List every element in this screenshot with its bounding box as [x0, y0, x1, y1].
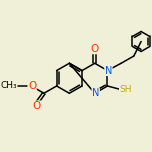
Text: N: N [105, 66, 112, 76]
Text: N: N [92, 88, 99, 98]
Text: O: O [91, 44, 99, 54]
Text: CH₃: CH₃ [0, 81, 17, 90]
Text: SH: SH [119, 85, 132, 94]
Text: O: O [33, 101, 41, 111]
Text: O: O [28, 81, 36, 91]
